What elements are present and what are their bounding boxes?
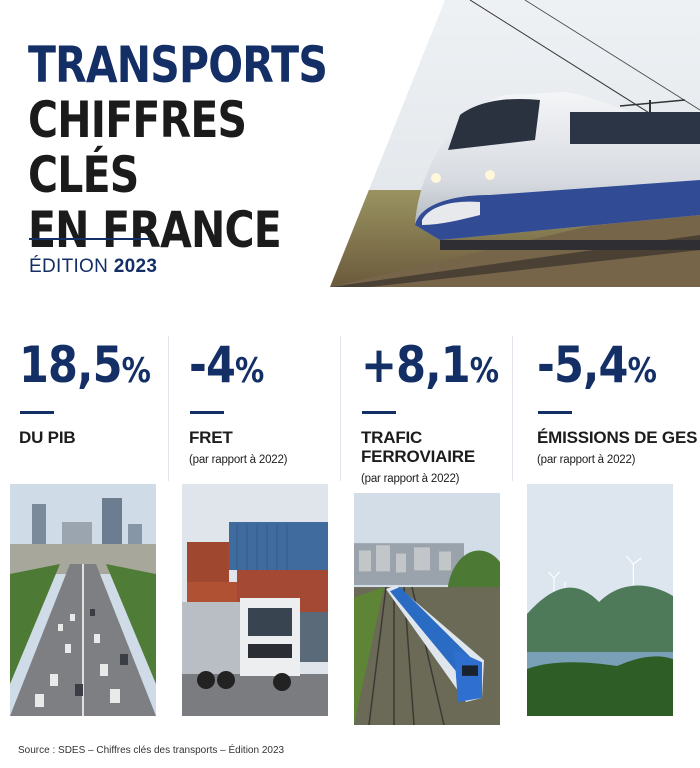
stat-label: TRAFIC FERROVIAIRE (par rapport à 2022): [361, 428, 475, 489]
stat-divider: [362, 411, 396, 414]
stat-freight: -4% FRET (par rapport à 2022): [189, 310, 364, 730]
paris-avenue-photo: [10, 484, 156, 716]
stat-label-line: FERROVIAIRE: [361, 447, 475, 466]
stat-label: ÉMISSIONS DE GES (par rapport à 2022): [537, 428, 697, 470]
stat-unit: %: [235, 351, 264, 391]
column-divider: [512, 336, 513, 481]
stat-value: -5,4%: [537, 336, 657, 400]
column-divider: [340, 336, 341, 481]
stat-value: 18,5%: [19, 336, 151, 400]
stat-number: -5,4: [537, 336, 628, 394]
stat-label-line: DU PIB: [19, 428, 76, 447]
stat-value: +8,1%: [361, 336, 499, 400]
title-line-1: TRANSPORTS: [28, 36, 328, 94]
stat-number: 18,5: [19, 336, 123, 394]
freight-truck-photo: [182, 484, 328, 716]
stat-gdp: 18,5% DU PIB: [19, 310, 194, 730]
stat-label-line: ÉMISSIONS DE GES: [537, 428, 698, 447]
page-title: TRANSPORTS CHIFFRES CLÉS EN FRANCE: [28, 36, 328, 259]
stat-divider: [190, 411, 224, 414]
title-line-2: CHIFFRES CLÉS: [28, 91, 247, 204]
stat-unit: %: [627, 351, 657, 391]
title-line-3: EN FRANCE: [28, 201, 282, 259]
wind-turbines-photo: [527, 484, 673, 716]
edition-year: 2023: [113, 256, 158, 277]
title-divider: [29, 238, 150, 240]
stat-label: DU PIB: [19, 428, 76, 447]
commuter-train-photo: [354, 493, 500, 725]
stat-label-line: FRET: [189, 428, 233, 447]
stat-divider: [538, 411, 572, 414]
stat-rail-traffic: +8,1% TRAFIC FERROVIAIRE (par rapport à …: [361, 310, 536, 730]
stat-unit: %: [121, 351, 151, 391]
column-divider: [168, 336, 169, 481]
stat-sublabel: (par rapport à 2022): [189, 454, 288, 466]
edition-label: ÉDITION 2023: [29, 256, 157, 278]
tgv-train-photo: [330, 0, 700, 287]
stat-ghg-emissions: -5,4% ÉMISSIONS DE GES (par rapport à 20…: [537, 310, 700, 730]
stat-number: +8,1: [361, 336, 471, 394]
source-note: Source : SDES – Chiffres clés des transp…: [18, 745, 285, 756]
stat-value: -4%: [189, 336, 264, 400]
stat-label: FRET (par rapport à 2022): [189, 428, 287, 470]
edition-word: ÉDITION: [29, 256, 109, 277]
stat-sublabel: (par rapport à 2022): [537, 454, 636, 466]
stat-label-line: TRAFIC: [361, 428, 423, 447]
stat-sublabel: (par rapport à 2022): [361, 473, 460, 485]
stat-unit: %: [469, 351, 499, 391]
stat-divider: [20, 411, 54, 414]
stat-number: -4: [189, 336, 236, 394]
